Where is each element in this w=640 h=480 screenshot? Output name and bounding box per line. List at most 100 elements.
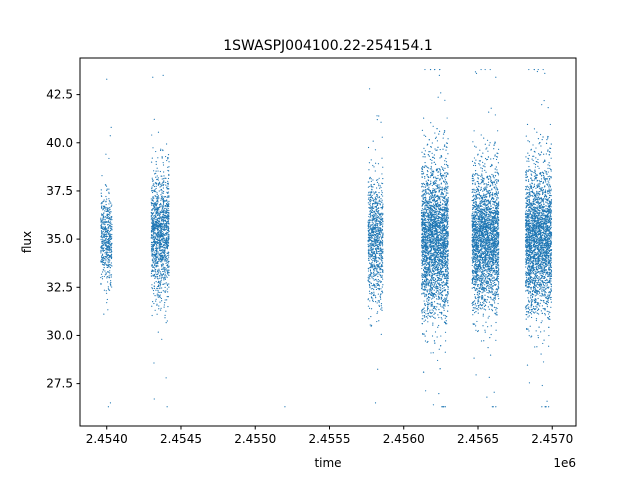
data-point <box>103 200 105 202</box>
data-point <box>441 284 444 287</box>
data-point <box>109 211 111 213</box>
data-point <box>108 188 110 190</box>
data-point <box>160 278 163 280</box>
data-point <box>424 304 426 306</box>
data-point <box>111 225 113 228</box>
data-point <box>158 308 160 310</box>
data-point <box>155 300 157 302</box>
data-point <box>152 257 155 259</box>
data-point <box>376 212 379 214</box>
data-point <box>369 212 371 214</box>
data-point <box>163 178 165 180</box>
data-point <box>376 230 378 232</box>
data-point <box>427 281 429 283</box>
data-point <box>378 212 380 214</box>
data-point <box>430 196 432 198</box>
data-point <box>367 305 370 307</box>
data-point <box>151 203 153 205</box>
data-point <box>368 268 370 270</box>
data-point <box>155 261 157 263</box>
data-point <box>423 293 425 295</box>
data-point <box>425 229 427 231</box>
data-point <box>101 175 103 177</box>
data-point <box>154 309 156 311</box>
data-point <box>378 200 380 202</box>
data-point <box>376 273 378 275</box>
data-point <box>159 277 161 279</box>
data-point <box>100 236 102 238</box>
data-point <box>379 213 382 215</box>
data-point <box>106 210 108 212</box>
data-point <box>157 157 159 159</box>
data-point <box>422 182 425 184</box>
data-point <box>370 308 373 310</box>
data-point <box>105 184 107 186</box>
data-point <box>104 235 106 237</box>
data-point <box>438 179 441 181</box>
data-point <box>369 205 371 207</box>
data-point <box>108 200 110 202</box>
data-point <box>377 163 380 165</box>
data-point <box>439 220 441 222</box>
data-point <box>168 235 170 237</box>
data-point <box>373 270 375 272</box>
data-point <box>151 252 153 254</box>
data-point <box>155 182 157 184</box>
data-point <box>368 259 370 261</box>
data-point <box>161 156 163 158</box>
data-point <box>165 222 168 224</box>
data-point <box>382 212 384 214</box>
data-point <box>422 230 424 232</box>
data-point <box>102 249 104 251</box>
data-point <box>100 218 102 221</box>
data-point <box>367 146 370 149</box>
data-point <box>437 146 439 148</box>
data-point <box>376 312 378 314</box>
data-point <box>426 165 428 167</box>
data-point <box>441 215 443 217</box>
data-point <box>102 219 104 221</box>
data-point <box>382 166 384 168</box>
data-point <box>163 243 165 245</box>
data-point <box>162 226 164 228</box>
data-point <box>374 170 376 172</box>
data-point <box>431 303 433 306</box>
data-point <box>153 185 155 188</box>
data-point <box>439 199 441 201</box>
data-point <box>435 238 438 240</box>
data-point <box>427 261 429 264</box>
data-point <box>164 196 166 198</box>
data-point <box>155 232 157 234</box>
data-point <box>375 261 378 264</box>
data-point <box>164 210 166 212</box>
data-point <box>447 192 449 194</box>
data-point <box>439 285 441 287</box>
data-point <box>165 258 167 260</box>
data-point <box>165 290 167 292</box>
data-point <box>104 270 106 272</box>
data-point <box>381 242 383 244</box>
data-point <box>151 305 153 307</box>
data-point <box>431 211 433 213</box>
data-point <box>446 259 448 261</box>
data-point <box>372 232 374 234</box>
data-point <box>108 254 111 257</box>
data-point <box>373 213 375 216</box>
data-point <box>101 227 103 230</box>
data-point <box>154 195 156 197</box>
data-point <box>447 214 449 216</box>
data-point <box>442 137 444 139</box>
data-point <box>375 240 377 242</box>
data-point <box>105 272 107 274</box>
data-point <box>166 241 168 243</box>
data-point <box>166 182 169 185</box>
data-point <box>368 240 370 242</box>
data-point <box>447 226 449 228</box>
data-point <box>433 296 435 298</box>
data-point <box>369 227 371 229</box>
data-point <box>160 268 163 270</box>
data-point <box>380 222 382 224</box>
data-point <box>368 281 370 283</box>
data-point <box>109 223 111 225</box>
data-point <box>443 197 445 199</box>
